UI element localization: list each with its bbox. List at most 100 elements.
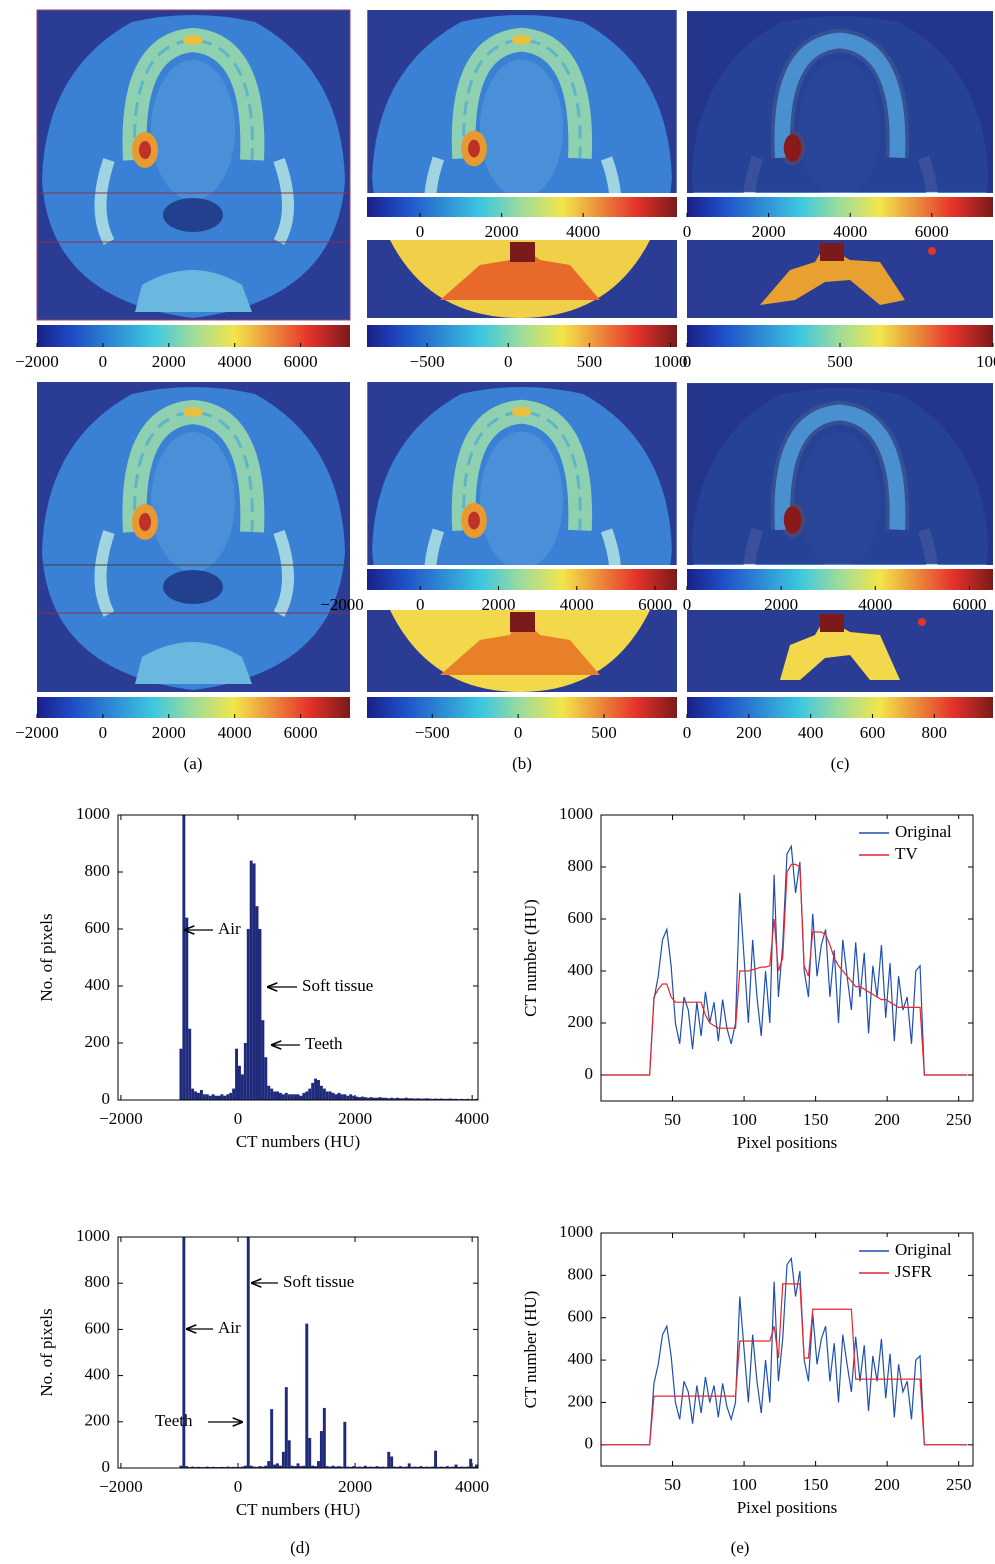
colorbar-tick-label: 2000: [764, 595, 798, 614]
histogram-bar: [343, 1094, 347, 1100]
y-tick-label: 200: [85, 1411, 111, 1430]
histogram-bar: [460, 1466, 464, 1468]
legend-label: TV: [895, 844, 918, 863]
colorbar: [367, 697, 677, 718]
y-tick-label: 400: [85, 1365, 111, 1384]
histogram-bar: [273, 1091, 277, 1100]
histogram-bar: [284, 1387, 288, 1468]
y-tick-label: 1000: [559, 804, 593, 823]
histogram-bar: [355, 1096, 358, 1100]
legend-box: [855, 819, 967, 871]
histogram-bar: [396, 1466, 399, 1468]
x-axis-label: Pixel positions: [737, 1133, 838, 1152]
histogram-bar: [366, 1097, 370, 1100]
data-line: [602, 1283, 968, 1446]
histogram-bar: [381, 1466, 385, 1468]
legend-label: Original: [895, 822, 952, 841]
histogram-bar: [360, 1096, 364, 1100]
histogram-bar: [202, 1094, 206, 1100]
histogram-bar: [358, 1097, 361, 1100]
histogram-bar: [355, 1466, 358, 1468]
colorbar-tick-label: −500: [415, 723, 450, 742]
histogram-bar: [369, 1097, 373, 1100]
x-tick-label: 250: [946, 1475, 972, 1494]
colorbar-tick-label: 500: [591, 723, 617, 742]
x-tick-label: 200: [874, 1475, 900, 1494]
y-tick-label: 0: [102, 1089, 111, 1108]
histogram-bar: [466, 1098, 470, 1100]
colorbar-tick-label: 400: [798, 723, 824, 742]
histogram-bar: [276, 1091, 279, 1100]
histogram-bar: [428, 1466, 432, 1468]
histogram-bar: [314, 1078, 318, 1100]
histogram-bar: [410, 1098, 414, 1100]
histogram-bar: [188, 1028, 192, 1100]
y-tick-label: 800: [85, 1272, 111, 1291]
colorbar: [687, 569, 993, 590]
histogram-bar: [454, 1464, 458, 1468]
histogram-bar: [284, 1092, 288, 1100]
histogram-bar: [317, 1080, 320, 1100]
colorbar-tick-label: 4000: [560, 595, 594, 614]
x-tick-label: −2000: [99, 1477, 143, 1496]
histogram-bar: [249, 860, 253, 1100]
histogram-bar: [229, 1092, 233, 1100]
histogram-bar: [252, 863, 256, 1100]
histogram-bar: [267, 1085, 271, 1100]
colorbar: [367, 325, 677, 347]
histogram-bar: [466, 1466, 470, 1468]
histogram-bar: [182, 815, 186, 1100]
histogram-bar: [334, 1466, 338, 1468]
histogram-bar: [384, 1097, 388, 1100]
x-tick-label: 150: [803, 1110, 829, 1129]
histogram-bar: [220, 1094, 224, 1100]
y-axis-label: No. of pixels: [37, 1308, 56, 1396]
histogram-bar: [264, 1465, 268, 1468]
histogram-bar: [448, 1466, 452, 1468]
colorbar-tick-label: 500: [827, 352, 853, 371]
x-tick-label: 2000: [338, 1477, 372, 1496]
histogram-bar: [296, 1463, 300, 1468]
histogram-bar: [287, 1440, 291, 1468]
plot-frame: [117, 814, 479, 1101]
colorbar-tick-label: 0: [99, 723, 108, 742]
histogram-bar: [296, 1094, 300, 1100]
histogram-bar: [276, 1463, 279, 1468]
colorbar-tick-label: 600: [860, 723, 886, 742]
histogram-bar: [240, 1466, 244, 1468]
colorbar-tick-label: 0: [514, 723, 523, 742]
histogram-bar: [232, 1466, 236, 1468]
histogram-bar: [311, 1082, 315, 1100]
colorbar-tick-label: 2000: [485, 222, 519, 241]
y-tick-label: 0: [102, 1457, 111, 1476]
data-line: [602, 844, 968, 1076]
histogram-bar: [311, 1465, 315, 1468]
colorbar-tick-label: 0: [99, 352, 108, 371]
histogram-bar: [431, 1466, 435, 1468]
histogram-bar: [211, 1094, 215, 1100]
histogram-bar: [442, 1098, 446, 1100]
plot-frame: [117, 1236, 479, 1469]
data-line: [602, 1256, 968, 1446]
ct-image: [687, 383, 993, 686]
histogram-bar: [299, 1466, 303, 1468]
histogram-bar: [407, 1098, 411, 1100]
legend-label: Original: [895, 1240, 952, 1259]
x-tick-label: 0: [234, 1109, 243, 1128]
histogram-bar: [325, 1466, 329, 1468]
histogram-bar: [363, 1097, 367, 1100]
histogram-bar: [340, 1094, 344, 1100]
histogram-bar: [226, 1094, 230, 1100]
colorbar-tick-label: 2000: [152, 723, 186, 742]
y-tick-label: 400: [568, 1349, 594, 1368]
y-tick-label: 1000: [76, 1226, 110, 1245]
histogram-bar: [194, 1091, 198, 1100]
histogram-bar: [439, 1098, 443, 1100]
histogram-bar: [314, 1466, 318, 1468]
data-line: [602, 863, 968, 1076]
colorbar-tick-label: −2000: [320, 595, 364, 614]
histogram-bar: [211, 1466, 215, 1468]
colorbar-tick-label: 6000: [284, 723, 318, 742]
colorbar-tick-label: 800: [922, 723, 948, 742]
colorbar-tick-label: 1000: [976, 352, 995, 371]
